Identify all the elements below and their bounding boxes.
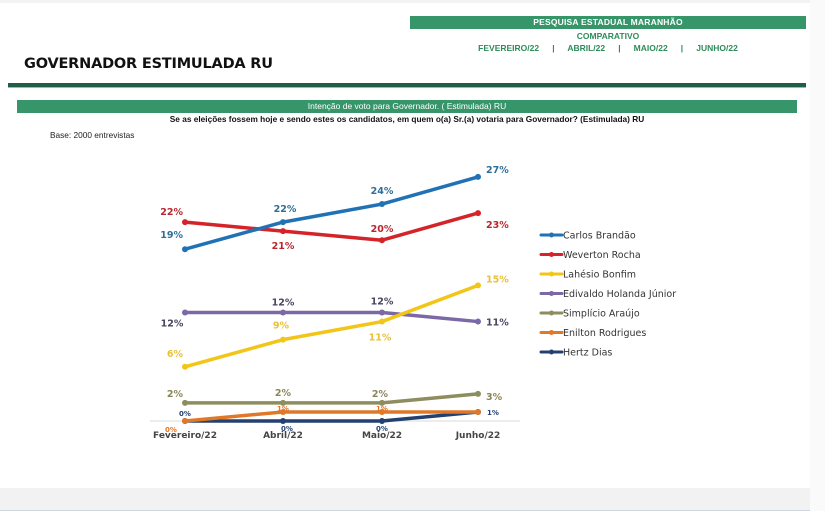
legend-label-simplicio-araujo: Simplício Araújo (563, 309, 640, 320)
legend-marker-enilton-rodrigues (549, 330, 554, 335)
legend-marker-edivaldo-holanda-junior (549, 291, 554, 296)
data-label-edivaldo-holanda-junior: 11% (486, 318, 509, 329)
data-point-carlos-brandao (280, 219, 286, 226)
data-point-weverton-rocha (280, 228, 286, 235)
legend-label-edivaldo-holanda-junior: Edivaldo Holanda Júnior (563, 289, 676, 300)
data-point-carlos-brandao (475, 173, 481, 180)
data-label-carlos-brandao: 22% (274, 204, 297, 215)
x-tick-label: Junho/22 (455, 431, 501, 441)
legend-label-carlos-brandao: Carlos Brandão (563, 231, 636, 242)
data-point-simplicio-araujo (379, 399, 385, 406)
data-label-hertz-dias: 0% (376, 425, 388, 433)
page-title: GOVERNADOR ESTIMULADA RU (24, 56, 273, 72)
data-point-edivaldo-holanda-junior (475, 318, 481, 325)
data-label-carlos-brandao: 19% (160, 230, 183, 241)
legend-label-weverton-rocha: Weverton Rocha (563, 250, 641, 261)
series-line-simplicio-araujo (183, 392, 480, 405)
data-point-carlos-brandao (379, 201, 385, 208)
data-label-hertz-dias: 1% (487, 409, 499, 417)
data-point-weverton-rocha (182, 219, 188, 226)
series-line-hertz-dias (183, 410, 480, 423)
data-label-weverton-rocha: 23% (486, 220, 509, 231)
footer-strip (0, 488, 810, 511)
legend-marker-hertz-dias (549, 349, 554, 355)
data-label-weverton-rocha: 22% (160, 207, 183, 218)
sample-base: Base: 2000 entrevistas (50, 130, 135, 140)
data-label-lahesio-bonfim: 11% (369, 333, 392, 344)
data-label-weverton-rocha: 21% (272, 241, 295, 252)
data-point-enilton-rodrigues (280, 408, 286, 415)
data-label-lahesio-bonfim: 9% (273, 321, 290, 332)
survey-header: PESQUISA ESTADUAL MARANHÃO COMPARATIVO F… (410, 16, 806, 54)
data-label-enilton-rodrigues: 1% (277, 405, 289, 413)
top-strip (0, 0, 810, 3)
data-point-simplicio-araujo (280, 399, 286, 406)
data-point-weverton-rocha (379, 237, 385, 244)
title-divider (8, 83, 806, 88)
data-point-simplicio-araujo (182, 399, 188, 406)
data-point-edivaldo-holanda-junior (379, 309, 385, 316)
data-point-hertz-dias (280, 418, 286, 424)
data-label-simplicio-araujo: 2% (167, 389, 184, 400)
series-line-lahesio-bonfim (183, 283, 480, 369)
series-line-edivaldo-holanda-junior (183, 310, 480, 324)
x-tick-label: Abril/22 (263, 431, 303, 441)
data-label-carlos-brandao: 27% (486, 165, 509, 176)
data-point-enilton-rodrigues (379, 408, 385, 415)
legend-marker-weverton-rocha (549, 252, 554, 257)
legend-marker-carlos-brandao (549, 232, 554, 238)
data-label-edivaldo-holanda-junior: 12% (371, 297, 394, 308)
series-line-enilton-rodrigues (183, 410, 480, 423)
data-label-hertz-dias: 0% (179, 410, 191, 418)
legend-label-hertz-dias: Hertz Dias (563, 348, 612, 359)
legend-label-lahesio-bonfim: Lahésio Bonfim (563, 270, 636, 281)
legend-marker-simplicio-araujo (549, 310, 554, 316)
page-right-margin (810, 0, 825, 511)
data-label-simplicio-araujo: 2% (372, 389, 389, 400)
data-point-hertz-dias (379, 418, 385, 424)
data-point-weverton-rocha (475, 210, 481, 217)
data-label-weverton-rocha: 20% (371, 224, 394, 235)
data-label-simplicio-araujo: 2% (275, 388, 292, 399)
data-label-lahesio-bonfim: 15% (486, 274, 509, 285)
data-label-carlos-brandao: 24% (371, 186, 394, 197)
data-label-edivaldo-holanda-junior: 12% (161, 319, 184, 330)
data-label-edivaldo-holanda-junior: 12% (272, 298, 295, 309)
data-point-lahesio-bonfim (475, 282, 481, 289)
data-point-lahesio-bonfim (182, 363, 188, 370)
data-point-carlos-brandao (182, 246, 188, 253)
series-line-weverton-rocha (183, 211, 480, 242)
data-point-simplicio-araujo (475, 390, 481, 397)
survey-months: FEVEREIRO/22 | ABRIL/22 | MAIO/22 | JUNH… (478, 43, 738, 53)
data-label-lahesio-bonfim: 6% (167, 349, 184, 360)
report-page (0, 0, 810, 488)
x-tick-label: Maio/22 (362, 431, 402, 441)
data-point-enilton-rodrigues (182, 418, 188, 424)
survey-question: Se as eleições fossem hoje e sendo estes… (169, 114, 645, 124)
legend-marker-lahesio-bonfim (549, 271, 554, 277)
legend-label-enilton-rodrigues: Enilton Rodrigues (563, 328, 646, 339)
data-point-edivaldo-holanda-junior (280, 309, 286, 316)
series-line-carlos-brandao (183, 175, 480, 251)
survey-title-bar: PESQUISA ESTADUAL MARANHÃO (410, 16, 806, 29)
data-point-lahesio-bonfim (379, 318, 385, 325)
data-point-enilton-rodrigues (475, 408, 481, 415)
data-point-edivaldo-holanda-junior (182, 309, 188, 316)
data-label-hertz-dias: 0% (281, 425, 293, 433)
data-label-enilton-rodrigues: 1% (376, 405, 388, 413)
survey-subtitle: COMPARATIVO (576, 31, 640, 41)
data-point-lahesio-bonfim (280, 336, 286, 343)
chart-title-bar: Intenção de voto para Governador. ( Esti… (17, 100, 797, 113)
x-tick-label: Fevereiro/22 (153, 431, 217, 441)
data-label-enilton-rodrigues: 0% (165, 426, 177, 434)
data-label-simplicio-araujo: 3% (486, 392, 503, 403)
